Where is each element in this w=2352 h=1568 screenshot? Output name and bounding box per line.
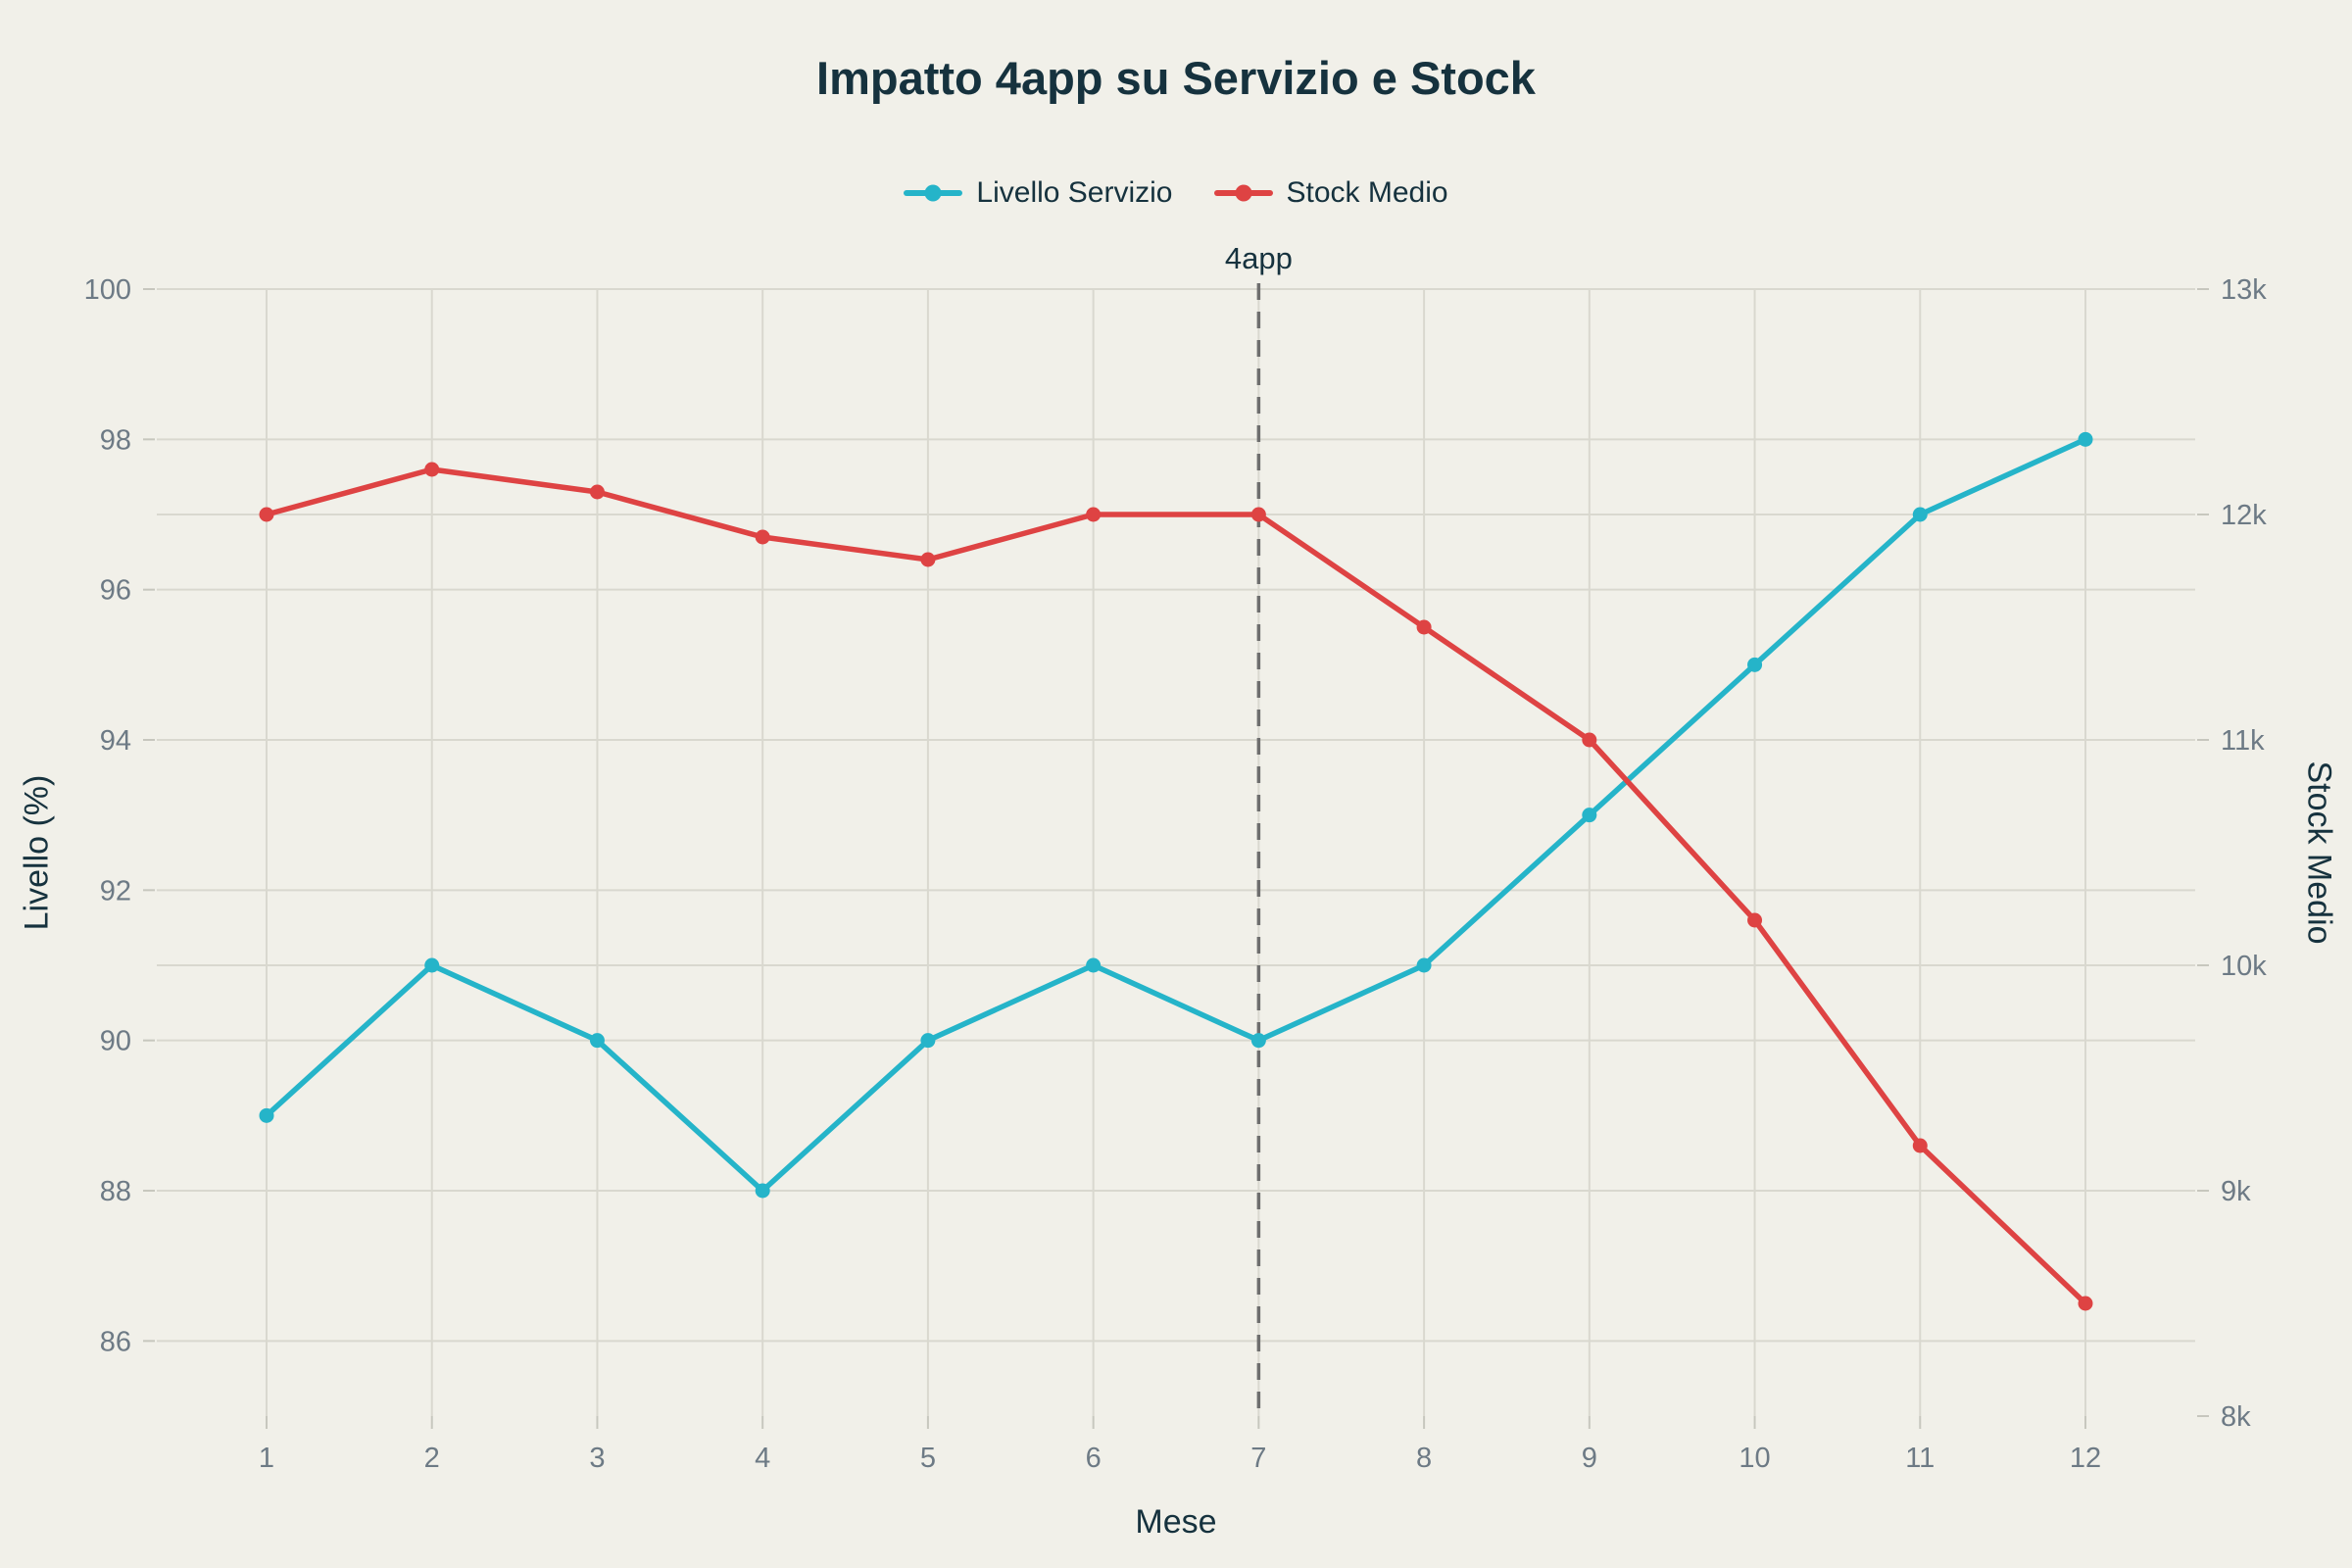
y-right-tick-label: 10k [2221, 951, 2267, 982]
x-axis-tick-label: 1 [259, 1443, 274, 1474]
data-point[interactable] [1416, 957, 1432, 973]
data-point[interactable] [1582, 732, 1597, 748]
data-point[interactable] [1912, 507, 1928, 522]
data-point[interactable] [1912, 1138, 1928, 1153]
axis-tick-labels: 1 2 3 4 5 6 7 8 9 10 11 121009896949290888613k12k11… [84, 274, 2268, 1474]
x-axis-title: Mese [1135, 1503, 1217, 1541]
data-point[interactable] [424, 462, 440, 477]
legend-label: Stock Medio [1286, 176, 1448, 209]
data-point[interactable] [920, 552, 936, 567]
data-point[interactable] [589, 1033, 605, 1049]
y-axis-title-right: Stock Medio [2300, 760, 2338, 945]
legend-line-marker [904, 184, 963, 202]
data-point[interactable] [1582, 808, 1597, 823]
series-line[interactable] [264, 466, 2088, 1306]
data-point[interactable] [1747, 657, 1763, 672]
chart-title: Impatto 4app su Servizio e Stock [816, 52, 1536, 104]
data-point[interactable] [1250, 1033, 1266, 1049]
legend-item-livello-servizio[interactable]: Livello Servizio [904, 176, 1173, 210]
data-point[interactable] [259, 507, 274, 522]
y-left-tick-label: 100 [84, 274, 131, 306]
x-axis-tick-label: 10 [1739, 1443, 1770, 1474]
vline-annotation-label: 4app [1224, 241, 1293, 275]
legend-label: Livello Servizio [976, 176, 1173, 209]
legend-dot-marker [924, 184, 942, 202]
y-right-tick-label: 11k [2221, 725, 2265, 757]
data-point[interactable] [1747, 912, 1763, 928]
legend-item-stock-medio[interactable]: Stock Medio [1213, 176, 1448, 210]
data-point[interactable] [1086, 507, 1102, 522]
y-right-tick-label: 12k [2221, 500, 2267, 531]
y-left-tick-label: 92 [100, 875, 131, 906]
y-left-tick-label: 96 [100, 575, 131, 607]
x-axis-tick-label: 4 [755, 1443, 770, 1474]
y-left-tick-label: 94 [100, 725, 131, 757]
y-left-tick-label: 98 [100, 424, 131, 456]
legend-dot-marker [1235, 184, 1251, 202]
data-point[interactable] [1250, 507, 1266, 522]
x-axis-tick-label: 9 [1582, 1443, 1597, 1474]
y-axis-title-left: Livello (%) [18, 774, 56, 931]
x-axis-tick-label: 8 [1416, 1443, 1432, 1474]
data-point[interactable] [424, 957, 440, 973]
data-point[interactable] [755, 529, 770, 545]
x-axis-tick-label: 7 [1250, 1443, 1266, 1474]
x-axis-tick-label: 3 [589, 1443, 605, 1474]
data-point[interactable] [755, 1183, 770, 1199]
x-axis-tick-label: 12 [2070, 1443, 2101, 1474]
x-axis-tick-label: 2 [424, 1443, 440, 1474]
y-left-tick-label: 88 [100, 1176, 131, 1207]
y-left-tick-label: 86 [100, 1326, 131, 1357]
y-right-tick-label: 8k [2221, 1401, 2251, 1433]
data-point[interactable] [1416, 619, 1432, 635]
data-point[interactable] [1086, 957, 1102, 973]
y-left-tick-label: 90 [100, 1026, 131, 1057]
series-stock-medio [259, 462, 2093, 1311]
data-point[interactable] [589, 484, 605, 500]
x-axis-tick-label: 6 [1086, 1443, 1102, 1474]
data-point[interactable] [920, 1033, 936, 1049]
x-axis-tick-label: 5 [920, 1443, 936, 1474]
series-layer [259, 431, 2093, 1311]
legend: Livello Servizio Stock Medio [0, 176, 2352, 210]
series-livello-servizio [259, 431, 2093, 1199]
data-point[interactable] [2078, 431, 2093, 447]
legend-line-marker [1213, 184, 1273, 202]
axis-ticks [143, 288, 2209, 1429]
series-line[interactable] [264, 436, 2088, 1194]
data-point[interactable] [2078, 1296, 2093, 1311]
x-axis-tick-label: 11 [1905, 1443, 1935, 1474]
y-right-tick-label: 9k [2221, 1176, 2251, 1207]
y-right-tick-label: 13k [2221, 274, 2267, 306]
gridlines [157, 283, 2195, 1420]
data-point[interactable] [259, 1107, 274, 1123]
